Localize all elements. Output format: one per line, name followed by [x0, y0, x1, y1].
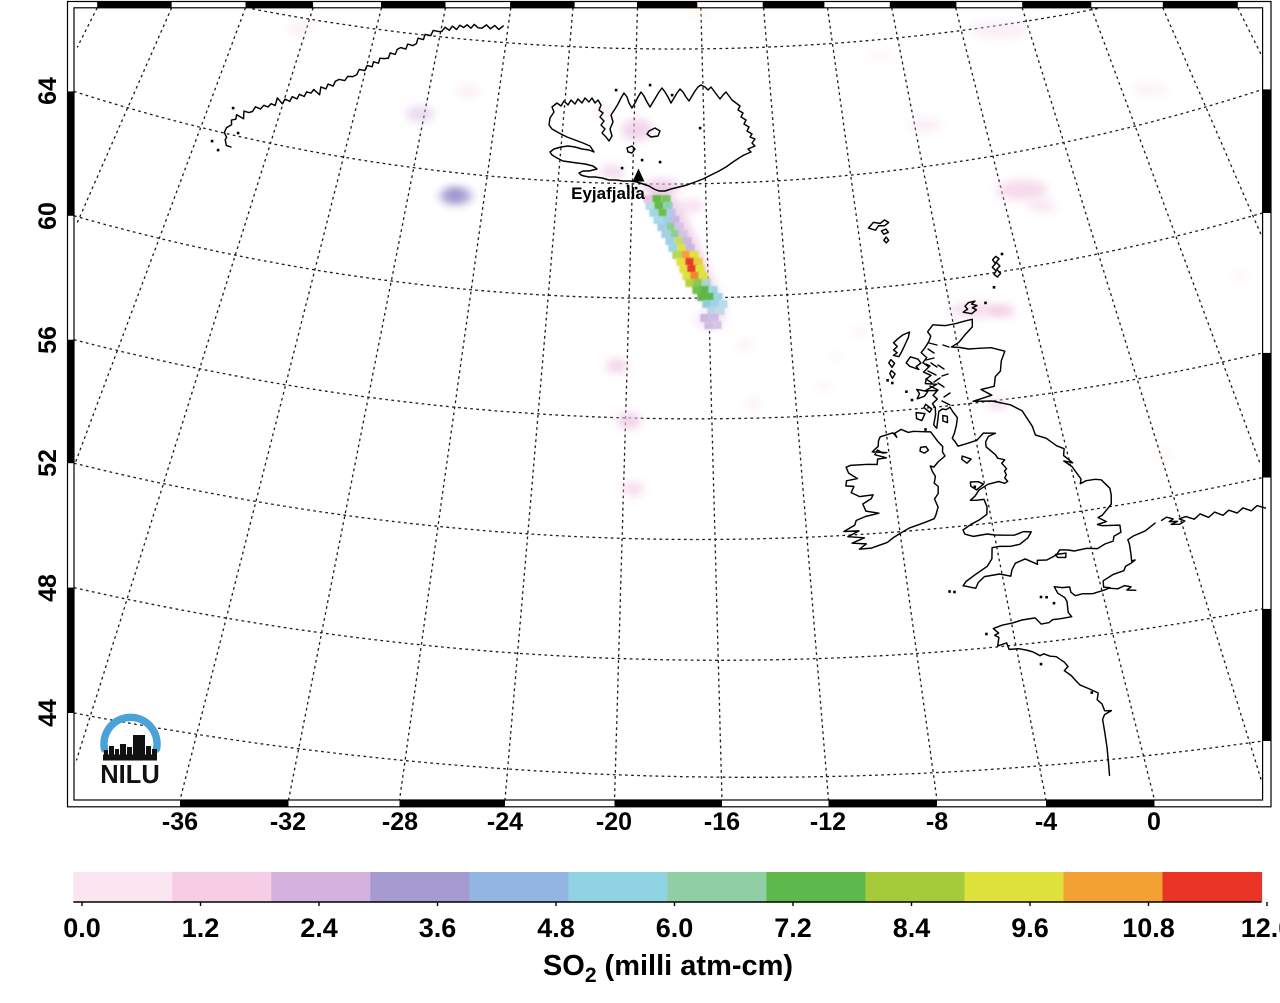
svg-text:6.0: 6.0	[656, 913, 694, 943]
svg-text:12.0: 12.0	[1241, 913, 1280, 943]
svg-text:64: 64	[34, 77, 62, 105]
svg-text:Eyjafjalla: Eyjafjalla	[571, 184, 645, 203]
svg-text:44: 44	[34, 699, 62, 727]
svg-text:4.8: 4.8	[537, 913, 575, 943]
svg-text:9.6: 9.6	[1011, 913, 1049, 943]
svg-text:-24: -24	[487, 808, 523, 836]
svg-text:0: 0	[1147, 808, 1161, 836]
svg-text:48: 48	[1276, 595, 1280, 623]
svg-text:NILU: NILU	[100, 761, 160, 789]
svg-text:8.4: 8.4	[893, 913, 931, 943]
svg-text:60: 60	[1276, 199, 1280, 227]
svg-text:48: 48	[34, 574, 62, 602]
svg-text:-8: -8	[926, 808, 948, 836]
svg-text:-16: -16	[704, 808, 740, 836]
svg-text:60: 60	[34, 202, 62, 230]
svg-text:SO2 (milli atm-cm): SO2 (milli atm-cm)	[543, 950, 793, 987]
svg-text:56: 56	[1276, 339, 1280, 367]
svg-text:56: 56	[34, 326, 62, 354]
svg-text:2.4: 2.4	[300, 913, 338, 943]
svg-text:64: 64	[1276, 75, 1280, 103]
svg-text:44: 44	[1276, 727, 1280, 755]
svg-text:-4: -4	[1035, 808, 1057, 836]
svg-text:10.8: 10.8	[1122, 913, 1175, 943]
svg-text:-12: -12	[810, 808, 846, 836]
svg-text:52: 52	[1276, 464, 1280, 492]
svg-text:-28: -28	[382, 808, 418, 836]
svg-text:1.2: 1.2	[182, 913, 220, 943]
svg-text:-32: -32	[270, 808, 306, 836]
svg-text:7.2: 7.2	[774, 913, 812, 943]
svg-text:-20: -20	[596, 808, 632, 836]
svg-text:0.0: 0.0	[63, 913, 101, 943]
svg-text:-36: -36	[162, 808, 198, 836]
svg-text:3.6: 3.6	[419, 913, 457, 943]
svg-text:52: 52	[34, 449, 62, 477]
